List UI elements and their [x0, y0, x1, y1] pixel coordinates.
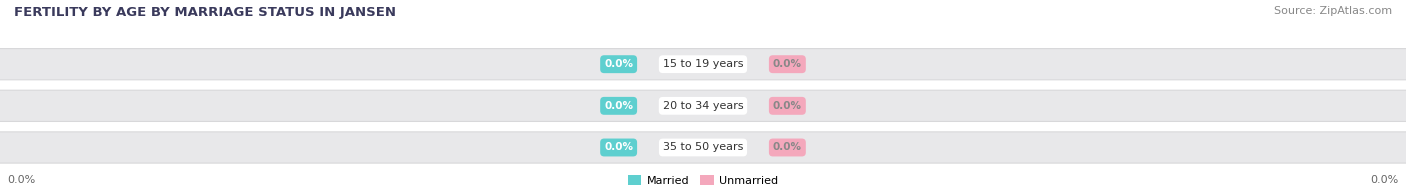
Text: 0.0%: 0.0%	[773, 101, 801, 111]
Text: Source: ZipAtlas.com: Source: ZipAtlas.com	[1274, 6, 1392, 16]
Text: 0.0%: 0.0%	[605, 101, 633, 111]
Text: 0.0%: 0.0%	[7, 175, 35, 185]
Text: FERTILITY BY AGE BY MARRIAGE STATUS IN JANSEN: FERTILITY BY AGE BY MARRIAGE STATUS IN J…	[14, 6, 396, 19]
Legend: Married, Unmarried: Married, Unmarried	[623, 171, 783, 191]
Text: 0.0%: 0.0%	[1371, 175, 1399, 185]
Text: 0.0%: 0.0%	[605, 59, 633, 69]
Text: 20 to 34 years: 20 to 34 years	[662, 101, 744, 111]
Text: 15 to 19 years: 15 to 19 years	[662, 59, 744, 69]
Text: 0.0%: 0.0%	[773, 142, 801, 152]
Text: 0.0%: 0.0%	[773, 59, 801, 69]
Text: 0.0%: 0.0%	[605, 142, 633, 152]
FancyBboxPatch shape	[0, 90, 1406, 122]
FancyBboxPatch shape	[0, 49, 1406, 80]
FancyBboxPatch shape	[0, 132, 1406, 163]
Text: 35 to 50 years: 35 to 50 years	[662, 142, 744, 152]
